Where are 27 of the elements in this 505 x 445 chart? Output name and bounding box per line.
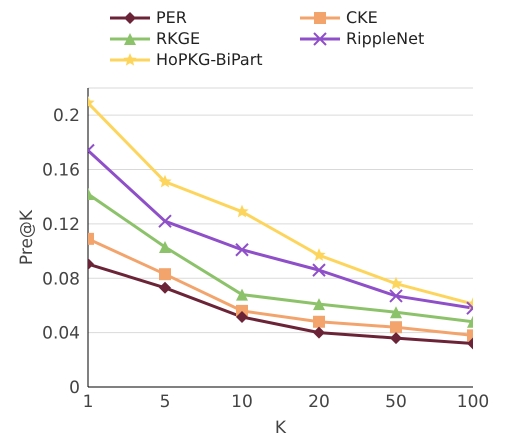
point — [313, 298, 325, 310]
legend-label: CKE — [346, 8, 378, 27]
y-tick-label: 0.08 — [42, 269, 80, 290]
point — [236, 311, 248, 324]
point — [313, 326, 325, 339]
legend-label: HoPKG-BiPart — [156, 50, 263, 69]
legend-label: RKGE — [156, 29, 200, 48]
point — [312, 263, 326, 278]
y-tick-label: 0 — [69, 378, 80, 398]
x-tick-label: 50 — [385, 392, 407, 412]
x-tick-label: 100 — [456, 392, 490, 412]
y-tick-label: 0.12 — [42, 214, 80, 235]
point — [235, 242, 249, 257]
y-axis-title: Pre@K — [17, 209, 38, 266]
point — [313, 316, 325, 328]
y-tick-label: 0.16 — [42, 160, 80, 181]
legend-label: PER — [156, 8, 187, 27]
y-tick-label: 0.2 — [52, 106, 80, 126]
x-axis-title: K — [274, 418, 287, 438]
x-tick-label: 10 — [231, 392, 253, 412]
x-tick-label: 5 — [160, 392, 170, 412]
x-tick-label: 1 — [82, 392, 94, 412]
legend-label: RippleNet — [346, 29, 424, 48]
point — [236, 288, 248, 301]
point — [312, 248, 326, 261]
x-tick-label: 20 — [308, 392, 330, 412]
y-tick-label: 0.04 — [42, 324, 80, 344]
